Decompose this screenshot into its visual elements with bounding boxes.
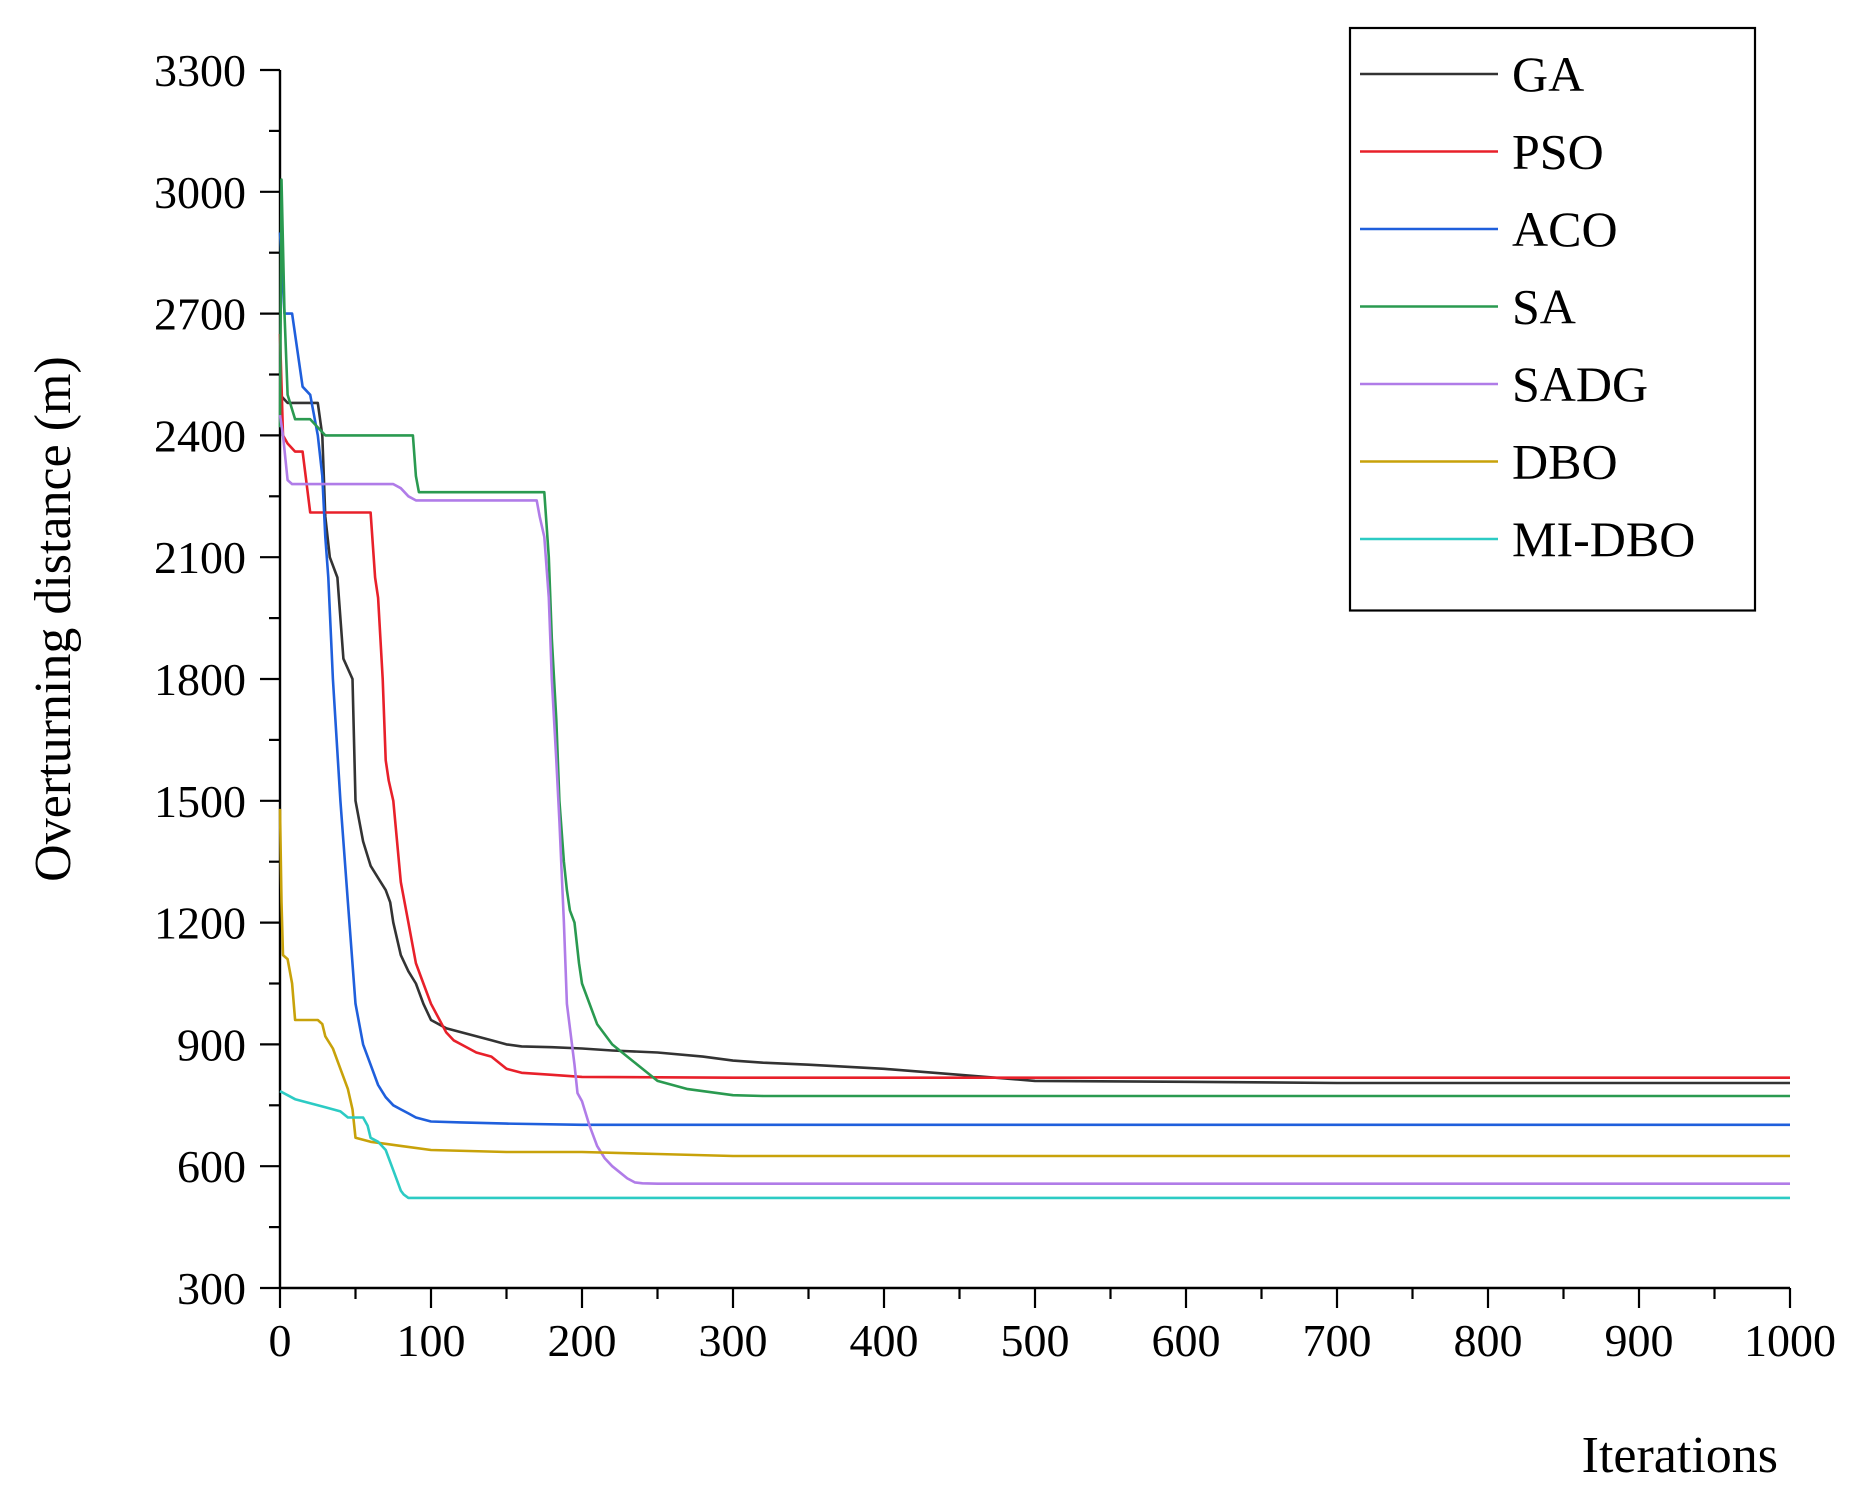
x-tick-label: 600 xyxy=(1152,1315,1221,1366)
legend-label-mi-dbo: MI-DBO xyxy=(1512,511,1695,567)
y-tick-label: 300 xyxy=(177,1263,246,1314)
y-tick-label: 3300 xyxy=(154,45,246,96)
series-line-dbo xyxy=(278,808,1790,1158)
x-tick-label: 900 xyxy=(1605,1315,1674,1366)
y-tick-label: 1800 xyxy=(154,654,246,705)
series-line-sa xyxy=(278,178,1790,1098)
legend-label-dbo: DBO xyxy=(1512,434,1618,490)
series-line-sadg xyxy=(278,414,1790,1185)
series-line-mi-dbo xyxy=(279,1089,1790,1200)
series-line-aco xyxy=(278,232,1790,1127)
y-tick-label: 3000 xyxy=(154,167,246,218)
y-tick-label: 2700 xyxy=(154,289,246,340)
y-axis-title: Overturning distance (m) xyxy=(25,356,82,882)
y-tick-label: 2400 xyxy=(154,410,246,461)
x-tick-label: 400 xyxy=(850,1315,919,1366)
x-tick-label: 100 xyxy=(397,1315,466,1366)
x-tick-label: 200 xyxy=(548,1315,617,1366)
x-tick-label: 300 xyxy=(699,1315,768,1366)
legend-box xyxy=(1348,26,1757,612)
y-tick-label: 1500 xyxy=(154,776,246,827)
x-tick-label: 800 xyxy=(1454,1315,1523,1366)
axes: 3006009001200150018002100240027003000330… xyxy=(154,45,1836,1366)
x-axis-title: Iterations xyxy=(1582,1427,1778,1484)
legend-label-ga: GA xyxy=(1512,46,1584,102)
x-tick-label: 1000 xyxy=(1744,1315,1836,1366)
y-tick-label: 1200 xyxy=(154,898,246,949)
x-tick-label: 500 xyxy=(1001,1315,1070,1366)
y-tick-label: 600 xyxy=(177,1141,246,1192)
legend-label-aco: ACO xyxy=(1512,201,1618,257)
y-tick-label: 2100 xyxy=(154,532,246,583)
y-tick-label: 900 xyxy=(177,1019,246,1070)
x-tick-label: 0 xyxy=(269,1315,292,1366)
legend-label-sa: SA xyxy=(1512,279,1576,335)
x-tick-label: 700 xyxy=(1303,1315,1372,1366)
legend-label-sadg: SADG xyxy=(1512,356,1648,412)
series-line-pso xyxy=(278,333,1790,1079)
series-layer xyxy=(278,178,1790,1200)
legend-label-pso: PSO xyxy=(1512,124,1604,180)
series-line-ga xyxy=(279,393,1790,1085)
legend: GA PSO ACO SA SADG DBO MI-DBO xyxy=(1348,26,1757,612)
